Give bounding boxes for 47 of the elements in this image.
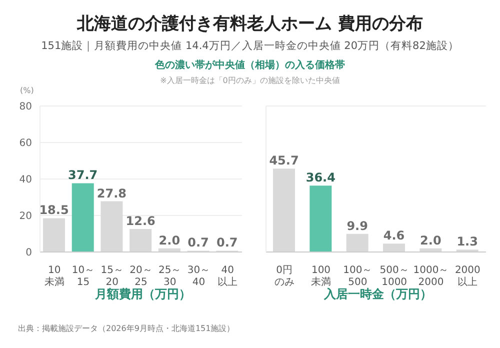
- chart-title: 北海道の介護付き有料老人ホーム 費用の分布: [76, 13, 424, 35]
- data-label: 37.7: [68, 168, 98, 182]
- bar: [130, 229, 152, 252]
- data-label: 2.0: [420, 233, 442, 248]
- data-label: 18.5: [39, 203, 69, 218]
- x-tick-label: 0円のみ: [274, 265, 294, 288]
- data-label: 0.7: [216, 236, 238, 250]
- x-tick-label: 500～ 1000: [380, 265, 409, 288]
- x-tick-label: 2000 以上: [454, 265, 480, 288]
- y-tick-label: 80: [19, 102, 32, 113]
- data-label: 12.6: [126, 214, 156, 228]
- bar: [310, 186, 332, 252]
- bar: [273, 168, 295, 252]
- x-tick-label: 100 未満: [311, 265, 331, 288]
- y-tick-label: 0: [26, 248, 32, 259]
- bar: [100, 201, 123, 252]
- bar: [43, 218, 65, 252]
- text: ※入居一時金は「0円のみ」の施設を除いた中央値: [159, 75, 341, 86]
- y-tick-label: 20: [19, 211, 32, 222]
- x-tick-label: 30～ 40: [187, 265, 210, 288]
- text: 色の濃い帯が中央値（相場）の入る価格帯: [154, 58, 346, 72]
- data-label: 36.4: [306, 170, 336, 185]
- x-tick-label: 10 未満: [44, 265, 64, 288]
- x-tick-label: 1000～ 2000: [413, 265, 449, 288]
- data-label: 4.6: [383, 228, 405, 243]
- bar: [383, 244, 405, 252]
- x-tick-label: 20～ 25: [130, 265, 152, 288]
- y-tick-label: 60: [19, 138, 32, 150]
- bar: [72, 183, 94, 252]
- chart-subtitle: 151施設｜月額費用の中央値 14.4万円／入居一時金の中央値 20万円（有料82施設）: [40, 39, 460, 53]
- x-axis-title: 入居一時金（万円）: [324, 287, 432, 301]
- data-label: 45.7: [269, 154, 299, 168]
- x-tick-label: 10～ 15: [72, 265, 95, 288]
- bar: [346, 234, 368, 252]
- source-note: 出典：掲載施設データ（2026年9月時点・北海道151施設）: [18, 323, 235, 334]
- x-tick-label: 100～ 500: [343, 265, 372, 288]
- data-label: 0.7: [188, 236, 209, 250]
- x-axis-title: 月額費用（万円）: [95, 287, 191, 301]
- y-tick-label: 40: [19, 174, 32, 186]
- data-label: 27.8: [96, 186, 127, 200]
- x-tick-label: 40 以上: [218, 265, 238, 288]
- x-tick-label: 25～ 30: [158, 265, 182, 288]
- x-tick-label: 15～ 20: [100, 265, 124, 288]
- data-label: 1.3: [456, 234, 478, 249]
- y-axis-title: (%): [19, 86, 35, 97]
- data-label: 2.0: [158, 233, 180, 248]
- data-label: 9.9: [346, 218, 368, 233]
